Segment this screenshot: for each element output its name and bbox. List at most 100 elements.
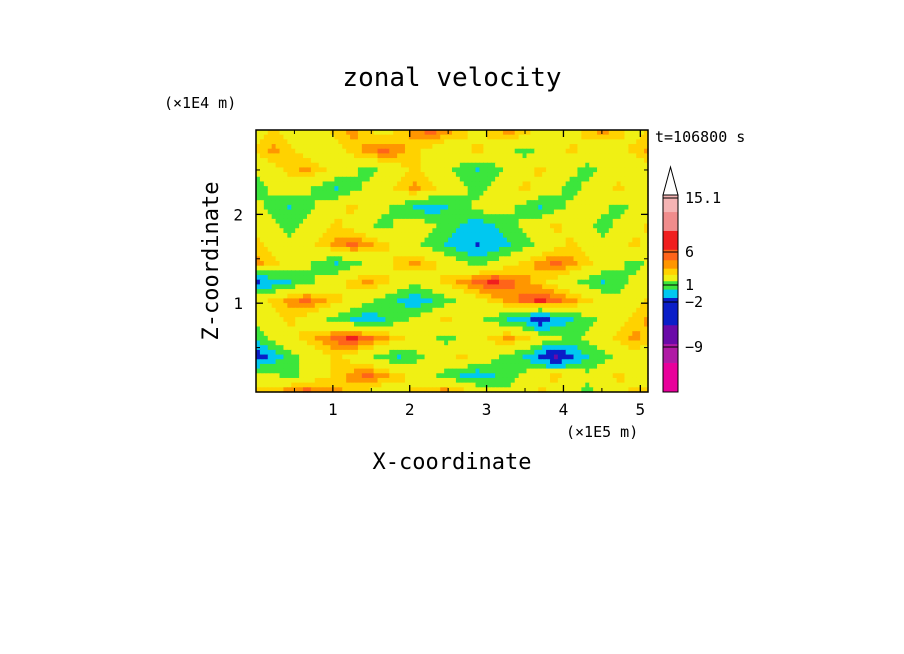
field-cell [455, 307, 461, 314]
field-cell [432, 270, 437, 276]
field-cell [569, 289, 575, 295]
field-cell [502, 307, 508, 314]
field-cell [467, 275, 473, 281]
field-cell [553, 130, 559, 136]
field-cell [612, 218, 618, 225]
field-cell [436, 162, 441, 169]
field-cell [377, 335, 383, 342]
field-cell [401, 228, 406, 234]
field-cell [467, 195, 473, 201]
field-cell [573, 181, 579, 187]
field-cell [310, 270, 316, 276]
field-cell [256, 200, 261, 206]
field-cell [573, 204, 579, 211]
field-cell [546, 265, 551, 271]
field-cell [538, 228, 543, 234]
field-cell [557, 265, 563, 271]
field-cell [436, 195, 441, 201]
field-cell [585, 144, 590, 150]
field-cell [310, 200, 316, 206]
field-cell [369, 279, 375, 285]
field-cell [550, 349, 555, 356]
field-cell [303, 270, 308, 276]
field-cell [314, 176, 320, 183]
field-cell [310, 190, 316, 197]
field-cell [589, 293, 594, 300]
field-cell [444, 162, 449, 169]
field-cell [436, 130, 441, 136]
field-cell [600, 251, 606, 257]
field-cell [612, 153, 618, 159]
field-cell [310, 209, 316, 215]
field-cell [389, 232, 394, 239]
field-cell [440, 326, 445, 332]
field-cell [546, 293, 551, 300]
field-cell [463, 218, 469, 225]
field-cell [593, 153, 598, 159]
field-cell [326, 326, 332, 332]
field-cell [632, 130, 637, 136]
field-cell [401, 190, 406, 197]
field-cell [408, 312, 414, 318]
field-cell [287, 139, 292, 145]
field-cell [295, 153, 300, 159]
field-cell [471, 279, 477, 285]
field-cell [263, 340, 269, 346]
field-cell [640, 144, 645, 150]
field-cell [401, 237, 406, 243]
field-cell [600, 181, 606, 187]
field-cell [463, 242, 469, 248]
field-cell [608, 176, 614, 183]
field-cell [463, 284, 469, 290]
field-cell [306, 181, 312, 187]
field-cell [299, 326, 304, 332]
field-cell [408, 349, 414, 356]
field-cell [275, 190, 281, 197]
field-cell [597, 354, 602, 360]
field-cell [283, 307, 288, 314]
field-cell [408, 209, 414, 215]
field-cell [275, 261, 281, 267]
field-cell [459, 335, 465, 342]
field-cell [291, 284, 296, 290]
field-cell [428, 200, 433, 206]
field-cell [624, 289, 629, 295]
field-cell [452, 139, 457, 145]
field-cell [314, 312, 320, 318]
field-cell [346, 153, 351, 159]
field-cell [604, 190, 610, 197]
field-cell [357, 232, 363, 239]
field-cell [538, 153, 543, 159]
field-cell [608, 275, 614, 281]
field-cell [440, 312, 445, 318]
field-cell [628, 139, 633, 145]
field-cell [291, 200, 296, 206]
field-cell [404, 335, 410, 342]
field-cell [463, 298, 469, 304]
field-cell [455, 162, 461, 169]
field-cell [412, 218, 418, 225]
field-cell [565, 349, 571, 356]
field-cell [483, 307, 488, 314]
field-cell [628, 167, 633, 173]
field-cell [404, 312, 410, 318]
field-cell [632, 317, 637, 323]
field-cell [538, 181, 543, 187]
field-cell [393, 270, 398, 276]
field-cell [275, 354, 281, 360]
field-cell [271, 176, 277, 183]
field-cell [471, 162, 477, 169]
field-cell [306, 153, 312, 159]
field-cell [542, 326, 547, 332]
field-cell [369, 335, 375, 342]
field-cell [569, 195, 575, 201]
field-cell [404, 223, 410, 229]
field-cell [408, 293, 414, 300]
field-cell [479, 279, 484, 285]
field-cell [585, 307, 590, 314]
field-cell [452, 134, 457, 140]
field-cell [510, 359, 516, 365]
field-cell [510, 265, 516, 271]
field-cell [424, 144, 430, 150]
field-cell [267, 289, 273, 295]
